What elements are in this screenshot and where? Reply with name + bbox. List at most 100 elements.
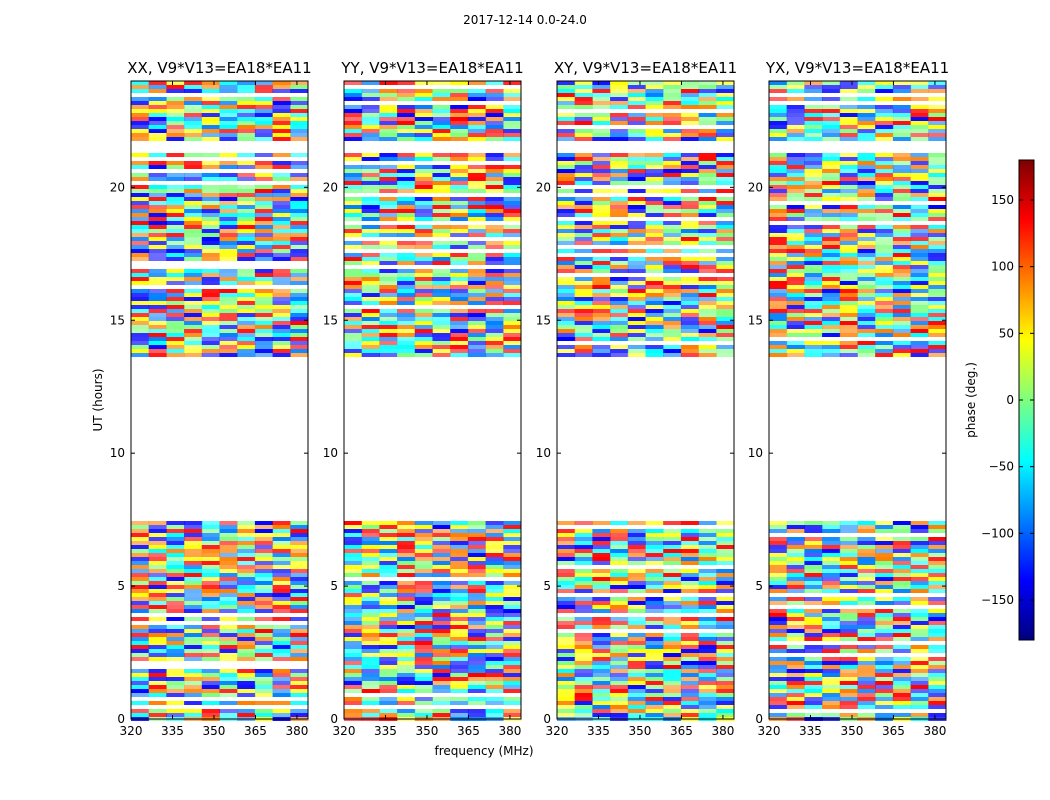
phase-cell	[910, 157, 929, 161]
phase-cell	[645, 257, 664, 261]
phase-cell	[663, 101, 682, 105]
phase-cell	[786, 237, 805, 241]
phase-cell	[557, 325, 576, 329]
phase-cell	[166, 525, 185, 529]
phase-cell	[910, 661, 929, 665]
phase-cell	[663, 597, 682, 601]
phase-cell	[663, 233, 682, 237]
phase-cell	[361, 297, 380, 301]
phase-cell	[892, 597, 912, 601]
phase-cell	[166, 97, 185, 101]
phase-cell	[769, 305, 788, 309]
phase-cell	[875, 209, 894, 213]
phase-cell	[379, 293, 398, 297]
phase-cell	[592, 577, 611, 581]
phase-cell	[414, 349, 433, 353]
phase-cell	[219, 173, 238, 177]
phase-cell	[645, 165, 664, 169]
phase-cell	[892, 285, 912, 289]
phase-cell	[769, 185, 788, 189]
phase-cell	[804, 705, 823, 709]
phase-cell	[627, 237, 646, 241]
phase-cell	[663, 641, 682, 645]
phase-cell	[857, 657, 876, 661]
phase-cell	[910, 105, 929, 109]
phase-cell	[450, 641, 469, 645]
phase-cell	[131, 345, 150, 349]
phase-cell	[627, 617, 646, 621]
phase-cell	[237, 353, 256, 357]
phase-cell	[131, 85, 150, 89]
phase-cell	[557, 265, 576, 269]
phase-cell	[219, 153, 238, 157]
phase-cell	[892, 209, 912, 213]
phase-cell	[610, 653, 629, 657]
phase-cell	[822, 277, 841, 281]
phase-cell	[574, 649, 593, 653]
phase-cell	[131, 193, 150, 197]
phase-cell	[822, 245, 841, 249]
phase-cell	[769, 541, 788, 545]
phase-cell	[148, 521, 167, 525]
phase-cell	[822, 673, 841, 677]
phase-cell	[875, 701, 894, 705]
x-axis-label: frequency (MHz)	[434, 744, 533, 758]
phase-cell	[627, 257, 646, 261]
phase-cell	[201, 97, 220, 101]
phase-cell	[875, 257, 894, 261]
phase-cell	[875, 321, 894, 325]
phase-cell	[379, 521, 398, 525]
phase-cell	[379, 529, 398, 533]
phase-cell	[839, 289, 858, 293]
phase-cell	[344, 229, 363, 233]
phase-cell	[432, 537, 451, 541]
phase-cell	[361, 121, 380, 125]
phase-cell	[574, 105, 593, 109]
phase-cell	[804, 197, 823, 201]
phase-cell	[414, 529, 433, 533]
phase-cell	[910, 213, 929, 217]
phase-cell	[432, 261, 451, 265]
phase-cell	[716, 121, 735, 125]
phase-cell	[237, 313, 256, 317]
phase-cell	[627, 713, 646, 717]
phase-cell	[892, 345, 912, 349]
phase-cell	[592, 713, 611, 717]
phase-cell	[645, 169, 664, 173]
phase-cell	[485, 553, 504, 557]
phase-cell	[839, 633, 858, 637]
phase-cell	[716, 161, 735, 165]
phase-cell	[290, 533, 309, 537]
phase-cell	[148, 269, 167, 273]
phase-cell	[804, 685, 823, 689]
phase-cell	[627, 561, 646, 565]
phase-cell	[219, 281, 238, 285]
phase-cell	[397, 553, 416, 557]
phase-cell	[131, 557, 150, 561]
phase-cell	[254, 101, 274, 105]
phase-cell	[131, 121, 150, 125]
phase-cell	[166, 105, 185, 109]
phase-cell	[450, 213, 469, 217]
phase-cell	[822, 81, 841, 85]
phase-cell	[892, 157, 912, 161]
phase-cell	[680, 129, 700, 133]
phase-cell	[432, 313, 451, 317]
phase-cell	[237, 609, 256, 613]
phase-cell	[892, 97, 912, 101]
phase-cell	[166, 85, 185, 89]
phase-cell	[892, 113, 912, 117]
phase-cell	[680, 665, 700, 669]
phase-cell	[839, 117, 858, 121]
phase-cell	[663, 325, 682, 329]
phase-cell	[344, 349, 363, 353]
phase-cell	[680, 313, 700, 317]
phase-cell	[379, 541, 398, 545]
phase-cell	[131, 133, 150, 137]
phase-cell	[892, 329, 912, 333]
phase-cell	[557, 189, 576, 193]
phase-cell	[184, 125, 203, 129]
phase-cell	[680, 649, 700, 653]
phase-cell	[786, 537, 805, 541]
phase-cell	[804, 621, 823, 625]
